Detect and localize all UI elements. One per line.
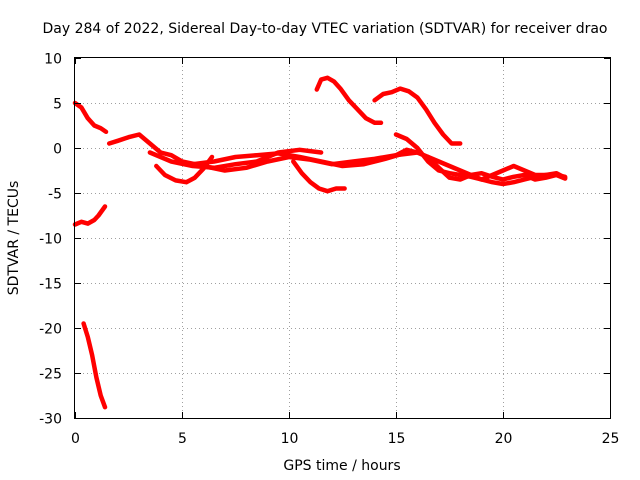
y-tick-label: 5 bbox=[53, 97, 62, 113]
series-trace-12 bbox=[393, 147, 568, 182]
y-tick-label: -15 bbox=[39, 277, 62, 293]
y-tick-label: -30 bbox=[39, 412, 62, 428]
series-trace-10 bbox=[372, 86, 463, 146]
grid-lines bbox=[75, 58, 610, 418]
x-tick-label: 10 bbox=[281, 431, 299, 447]
series-trace-6 bbox=[154, 154, 215, 185]
y-tick-label: 0 bbox=[53, 142, 62, 158]
plot-frame bbox=[74, 57, 611, 419]
y-tick-label: -10 bbox=[39, 232, 62, 248]
x-tick-labels: 0 5 10 15 20 25 bbox=[71, 431, 619, 447]
axis-ticks bbox=[75, 58, 611, 419]
chart-title: Day 284 of 2022, Sidereal Day-to-day VTE… bbox=[42, 21, 607, 37]
series-trace-9 bbox=[314, 75, 384, 126]
x-tick-label: 15 bbox=[388, 431, 406, 447]
x-axis-label: GPS time / hours bbox=[283, 458, 400, 474]
y-tick-label: -5 bbox=[48, 187, 62, 203]
x-tick-label: 5 bbox=[178, 431, 187, 447]
series-trace-13 bbox=[425, 154, 568, 182]
series-trace-7 bbox=[190, 150, 409, 169]
series-trace-3 bbox=[81, 321, 108, 410]
y-axis-label: SDTVAR / TECUs bbox=[6, 181, 22, 296]
series-trace-8 bbox=[291, 159, 347, 194]
data-traces bbox=[72, 75, 568, 410]
series-trace-5 bbox=[147, 147, 324, 171]
y-tick-label: -25 bbox=[39, 367, 62, 383]
series-trace-2 bbox=[72, 204, 108, 227]
y-tick-label: -20 bbox=[39, 322, 62, 338]
x-tick-label: 0 bbox=[71, 431, 80, 447]
x-tick-label: 20 bbox=[495, 431, 513, 447]
series-trace-1 bbox=[72, 100, 109, 135]
y-tick-labels: 10 5 0 -5 -10 -15 -20 -25 -30 bbox=[39, 52, 62, 428]
x-tick-label: 25 bbox=[602, 431, 620, 447]
series-trace-4 bbox=[106, 132, 420, 173]
y-tick-label: 10 bbox=[44, 52, 62, 68]
